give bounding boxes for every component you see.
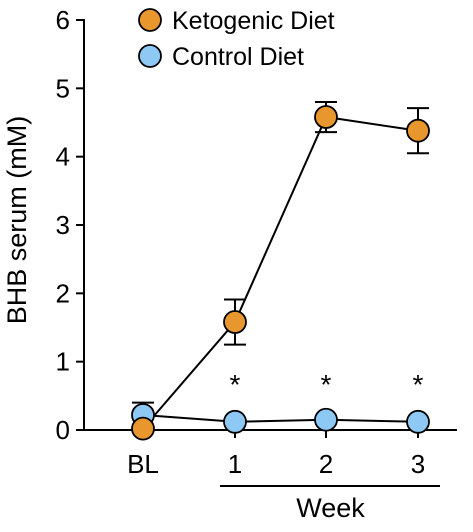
data-point-control xyxy=(406,409,430,434)
data-point-control xyxy=(314,407,338,432)
axes: 0 1 2 3 4 5 6 BL 1 2 3 xyxy=(56,5,457,479)
legend-item-control: Control Diet xyxy=(138,43,304,71)
legend-marker-control xyxy=(138,44,162,68)
legend-marker-ketogenic xyxy=(138,8,162,32)
y-axis-title: BHB serum (mM) xyxy=(2,116,32,325)
x-tick-label: BL xyxy=(127,449,159,479)
data-point-ketogenic xyxy=(223,310,247,334)
legend: Ketogenic Diet Control Diet xyxy=(138,7,335,71)
legend-label-ketogenic: Ketogenic Diet xyxy=(172,7,335,35)
y-tick-label: 4 xyxy=(56,142,70,172)
data-point-ketogenic xyxy=(314,105,338,129)
significance-star: * xyxy=(321,369,332,400)
data-points xyxy=(131,105,430,441)
x-tick-label: 2 xyxy=(319,449,333,479)
y-tick-label: 5 xyxy=(56,73,70,103)
significance-annotations: * * * xyxy=(230,369,424,400)
data-point-control xyxy=(223,409,247,434)
data-point-ketogenic xyxy=(406,118,430,143)
x-axis-title: Week xyxy=(296,493,365,523)
series-lines xyxy=(142,115,419,430)
data-point-ketogenic xyxy=(131,416,155,441)
y-tick-label: 6 xyxy=(56,5,70,35)
y-tick-label: 1 xyxy=(56,347,70,377)
y-tick-label: 0 xyxy=(56,415,70,445)
series-line-ketogenic xyxy=(142,115,419,430)
x-tick-label: 3 xyxy=(411,449,425,479)
y-tick-label: 3 xyxy=(56,210,70,240)
series-line-control xyxy=(142,413,419,423)
legend-label-control: Control Diet xyxy=(172,43,304,71)
legend-item-ketogenic: Ketogenic Diet xyxy=(138,7,335,35)
significance-star: * xyxy=(230,369,241,400)
y-tick-label: 2 xyxy=(56,278,70,308)
error-bars xyxy=(132,101,429,431)
significance-star: * xyxy=(413,369,424,400)
x-tick-label: 1 xyxy=(228,449,242,479)
